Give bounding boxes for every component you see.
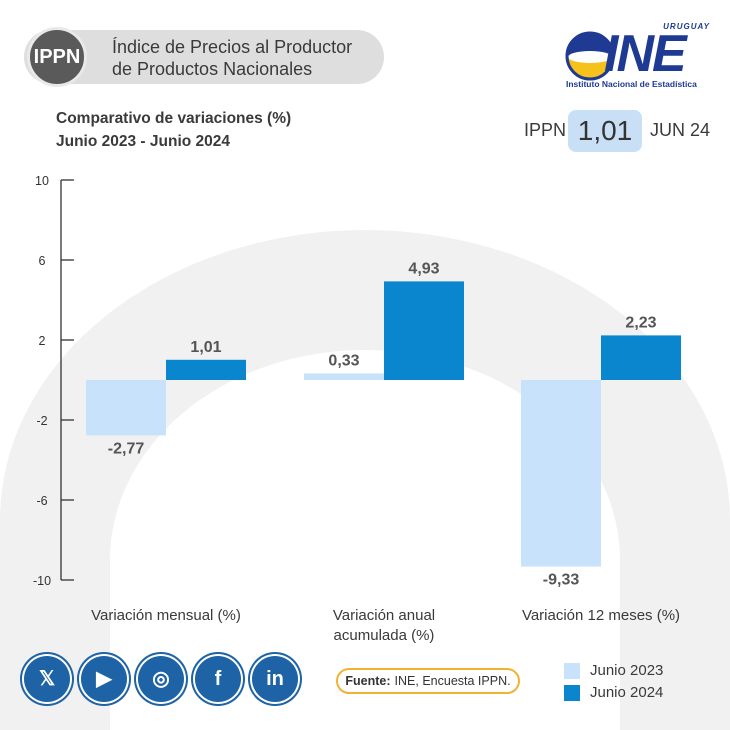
category-label: Variación anual	[333, 607, 435, 624]
header-title-line2: de Productos Nacionales	[112, 59, 313, 79]
header-title-line1: Índice de Precios al Productor	[112, 37, 353, 57]
data-label: 4,93	[408, 260, 439, 277]
chart-subtitle: Junio 2023 - Junio 2024	[56, 133, 231, 150]
bar	[601, 335, 681, 380]
legend-item-junio-2024: Junio 2024	[564, 684, 663, 701]
instagram-link[interactable]: ◎	[138, 656, 184, 702]
source-label: Fuente:	[345, 674, 391, 688]
facebook-link[interactable]: f	[195, 656, 241, 702]
y-tick-label: 10	[35, 174, 49, 188]
source-text: INE, Encuesta IPPN.	[394, 674, 511, 688]
instagram-icon: ◎	[152, 668, 170, 690]
ine-logo-subtitle: Instituto Nacional de Estadística	[566, 79, 697, 89]
category-label: acumulada (%)	[334, 627, 435, 644]
legend-item-junio-2023: Junio 2023	[564, 662, 663, 679]
data-label: 2,23	[625, 314, 656, 331]
youtube-icon: ▶	[96, 668, 112, 690]
facebook-icon: f	[214, 668, 222, 690]
y-tick-label: 6	[39, 254, 46, 268]
linkedin-link[interactable]: in	[252, 656, 298, 702]
category-label: Variación mensual (%)	[91, 607, 241, 624]
bar	[166, 359, 246, 380]
ine-logo-wordmark: INE	[604, 25, 687, 83]
legend-swatch-light	[564, 662, 580, 679]
kpi-value-box: 1,01	[568, 110, 642, 152]
y-tick-label: -2	[36, 414, 47, 428]
ine-logo-globe-icon	[565, 31, 615, 81]
bar	[304, 373, 384, 380]
ine-logo: URUGUAY INE Instituto Nacional de Estadí…	[564, 22, 710, 92]
linkedin-icon: in	[266, 668, 284, 690]
data-label: 1,01	[190, 339, 221, 356]
source-note: Fuente: INE, Encuesta IPPN.	[336, 668, 520, 694]
kpi-period: JUN 24	[650, 120, 711, 140]
ine-logo-country: URUGUAY	[663, 22, 710, 31]
chart-heading: Comparativo de variaciones (%) Junio 202…	[56, 107, 291, 153]
data-label: -9,33	[543, 572, 580, 589]
y-tick-label: -6	[36, 494, 47, 508]
youtube-link[interactable]: ▶	[81, 656, 127, 702]
y-tick-label: -10	[33, 574, 51, 588]
y-tick-label: 2	[39, 334, 46, 348]
bar	[521, 380, 601, 567]
background-arc	[0, 230, 730, 730]
x-link[interactable]: 𝕏	[24, 656, 70, 702]
bar	[384, 281, 464, 380]
category-label: Variación 12 meses (%)	[522, 607, 680, 624]
data-label: -2,77	[108, 440, 145, 457]
x-icon: 𝕏	[38, 668, 56, 690]
legend-swatch-dark	[564, 684, 580, 701]
legend-label: Junio 2023	[590, 662, 664, 679]
chart-title: Comparativo de variaciones (%)	[56, 110, 292, 127]
bar	[86, 380, 166, 436]
kpi-label: IPPN	[524, 120, 567, 140]
data-label: 0,33	[328, 352, 359, 369]
ippn-badge: IPPN	[27, 27, 87, 87]
header-title: Índice de Precios al Productor de Produc…	[112, 36, 352, 80]
ippn-badge-text: IPPN	[33, 45, 81, 68]
kpi-value: 1,01	[577, 115, 633, 146]
legend-label: Junio 2024	[590, 684, 664, 701]
